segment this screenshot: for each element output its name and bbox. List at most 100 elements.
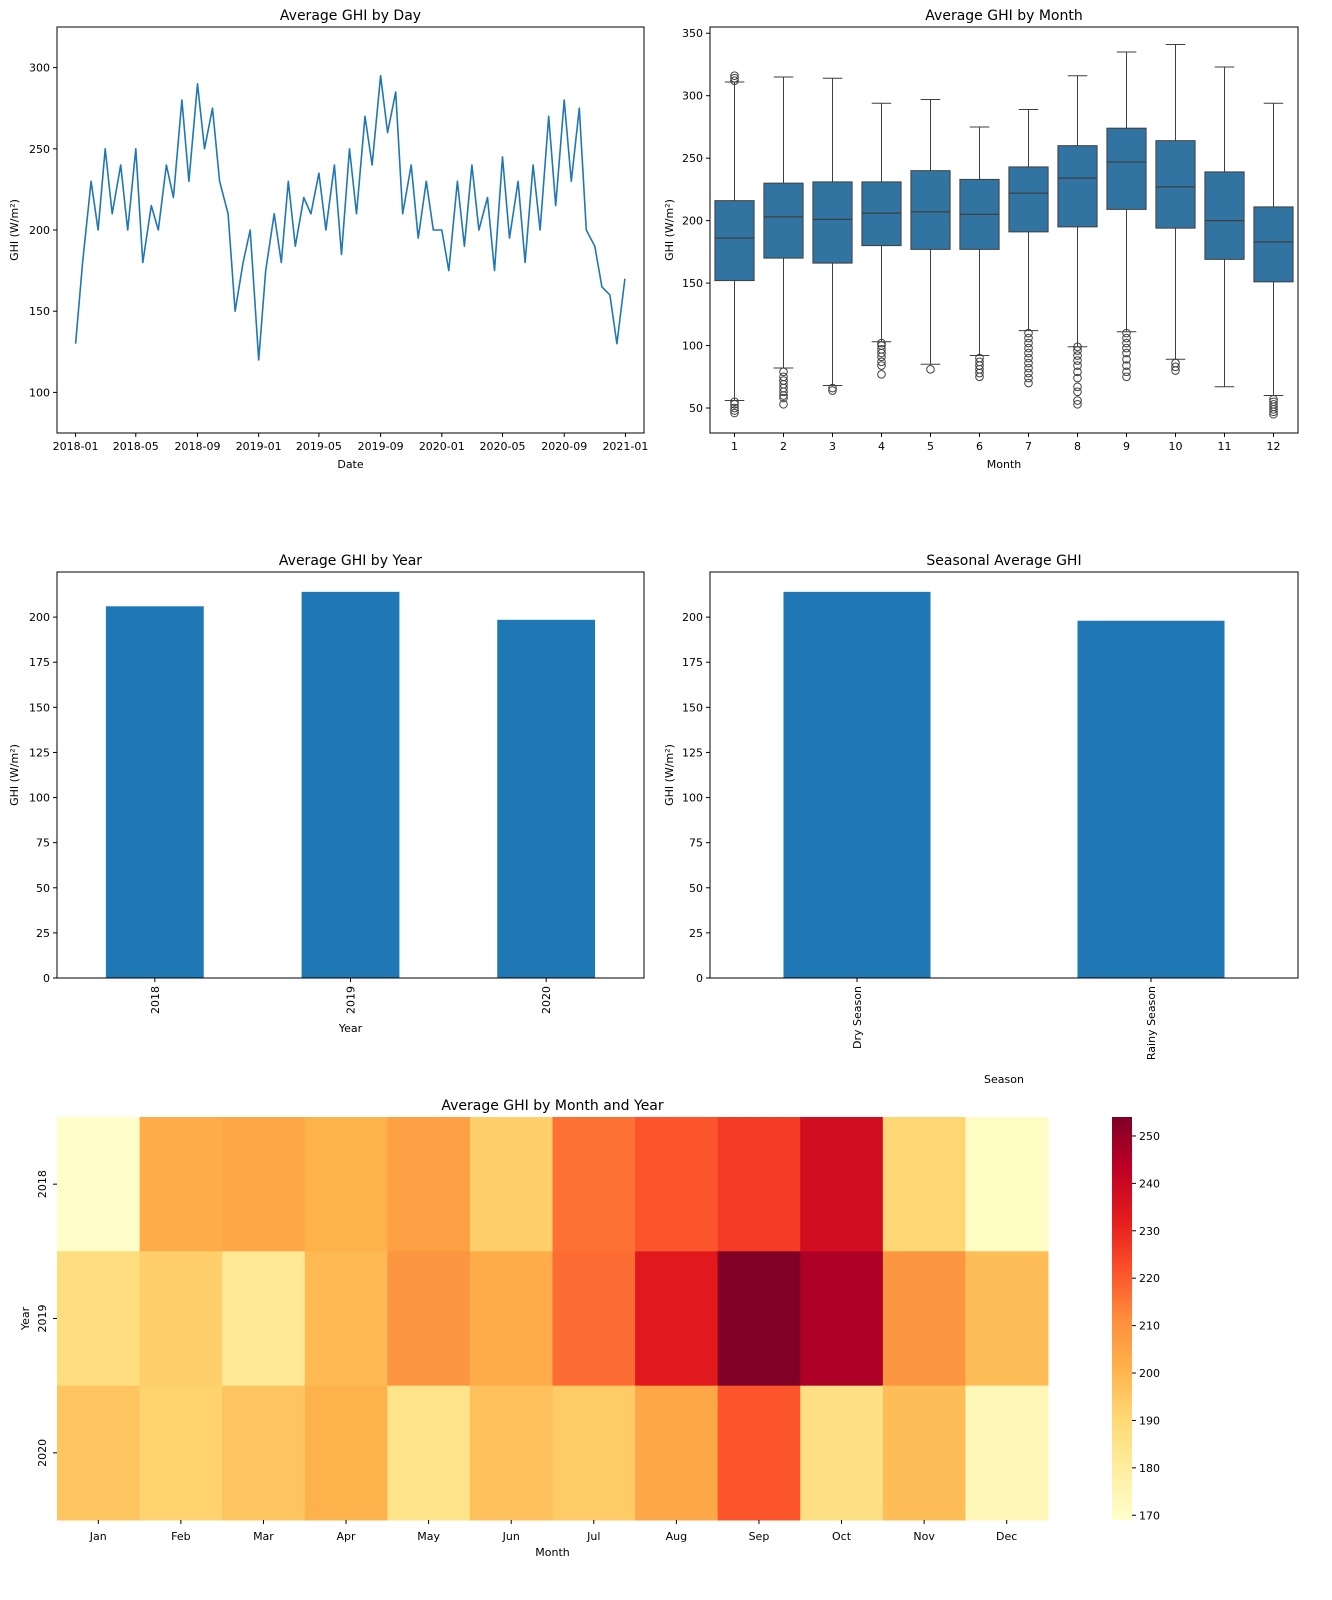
heatmap-cell bbox=[635, 1385, 719, 1521]
year-chart-x-tick-label: 2020 bbox=[540, 986, 553, 1014]
line-x-tick-label: 2019-09 bbox=[358, 440, 404, 453]
heatmap-x-tick-label: May bbox=[417, 1530, 440, 1543]
box-x-tick-label: 11 bbox=[1218, 440, 1232, 453]
year-chart-bar bbox=[301, 591, 400, 978]
year-chart-y-tick-label: 25 bbox=[36, 927, 50, 940]
ghi-daily-line bbox=[74, 74, 626, 361]
line-y-tick-label: 250 bbox=[29, 143, 50, 156]
colorbar-tick-label: 250 bbox=[1139, 1130, 1160, 1143]
box-iqr bbox=[1008, 166, 1049, 233]
season-chart-y-tick-label: 200 bbox=[682, 611, 703, 624]
box-x-tick-label: 7 bbox=[1025, 440, 1032, 453]
box-x-tick-label: 6 bbox=[976, 440, 983, 453]
box-outlier bbox=[1073, 382, 1082, 392]
heatmap-x-tick-label: Feb bbox=[171, 1530, 190, 1543]
year-chart-y-label: GHI (W/m²) bbox=[8, 744, 21, 806]
heatmap-y-tick-label: 2018 bbox=[36, 1170, 49, 1198]
colorbar-tick-label: 180 bbox=[1139, 1462, 1160, 1475]
heatmap-x-label: Month bbox=[535, 1546, 570, 1559]
box-outlier bbox=[1073, 387, 1082, 397]
box-outlier bbox=[1073, 356, 1082, 365]
box-x-tick-label: 1 bbox=[731, 440, 738, 453]
box-outlier bbox=[1024, 338, 1033, 348]
box-iqr bbox=[861, 181, 902, 247]
heatmap-cell bbox=[139, 1251, 223, 1387]
season-chart-x-tick-label: Dry Season bbox=[851, 986, 864, 1049]
line-y-tick-label: 150 bbox=[29, 305, 50, 318]
line-x-tick-label: 2019-01 bbox=[236, 440, 282, 453]
box-outlier bbox=[1024, 358, 1033, 368]
box-outlier bbox=[1024, 373, 1033, 383]
heatmap-cell bbox=[57, 1385, 141, 1521]
box-outlier bbox=[779, 376, 788, 385]
box-outlier bbox=[1122, 372, 1131, 382]
box-outlier bbox=[1269, 394, 1278, 404]
heatmap-x-tick-label: Aug bbox=[666, 1530, 687, 1543]
line-x-tick-label: 2018-05 bbox=[113, 440, 159, 453]
box-outlier bbox=[877, 341, 886, 350]
box-outlier bbox=[1073, 373, 1082, 383]
heatmap-cell bbox=[882, 1117, 966, 1252]
colorbar-tick-label: 170 bbox=[1139, 1509, 1160, 1522]
heatmap-cell bbox=[882, 1385, 966, 1521]
season-chart-bar bbox=[783, 591, 931, 978]
box-outlier bbox=[730, 397, 739, 407]
box-outlier bbox=[1073, 399, 1082, 409]
season-chart-frame bbox=[709, 571, 1299, 979]
year-chart-bar bbox=[497, 619, 596, 978]
box-outlier bbox=[1171, 358, 1180, 368]
season-chart-x-label: Season bbox=[984, 1073, 1024, 1086]
box-outlier bbox=[1122, 354, 1131, 364]
box-y-tick-label: 50 bbox=[689, 402, 703, 415]
box-iqr bbox=[1155, 140, 1196, 229]
year-chart-y-tick-label: 50 bbox=[36, 882, 50, 895]
heatmap-cell bbox=[469, 1385, 553, 1521]
box-outlier bbox=[1073, 361, 1082, 370]
heatmap-cell bbox=[800, 1251, 884, 1387]
year-chart-y-tick-label: 100 bbox=[29, 792, 50, 805]
season-chart-y-tick-label: 0 bbox=[696, 972, 703, 985]
box-outlier bbox=[779, 367, 788, 377]
heatmap-cell bbox=[965, 1385, 1049, 1521]
heatmap-cell bbox=[800, 1385, 884, 1521]
line-x-tick-label: 2018-09 bbox=[174, 440, 220, 453]
box-outlier bbox=[1269, 399, 1278, 409]
heatmap-cell bbox=[882, 1251, 966, 1387]
heatmap-cell bbox=[387, 1251, 471, 1387]
box-iqr bbox=[1057, 145, 1098, 228]
season-chart-y-label: GHI (W/m²) bbox=[663, 744, 676, 806]
box-outlier bbox=[730, 76, 739, 86]
box-outlier bbox=[1073, 342, 1082, 352]
season-chart-x-tick-label: Rainy Season bbox=[1145, 986, 1158, 1060]
line-x-label: Date bbox=[337, 458, 364, 471]
year-chart-y-tick-label: 125 bbox=[29, 746, 50, 759]
box-outlier bbox=[877, 345, 886, 354]
heatmap-cell bbox=[552, 1385, 636, 1521]
box-iqr bbox=[1204, 171, 1245, 260]
box-iqr bbox=[1106, 127, 1147, 210]
heatmap-cell bbox=[304, 1385, 388, 1521]
box-outlier bbox=[779, 372, 788, 382]
box-outlier bbox=[1024, 353, 1033, 363]
box-iqr bbox=[714, 200, 755, 282]
box-x-tick-label: 4 bbox=[878, 440, 885, 453]
box-outlier bbox=[877, 357, 886, 367]
year-chart-y-tick-label: 150 bbox=[29, 701, 50, 714]
box-outlier bbox=[1024, 343, 1033, 353]
line-y-tick-label: 200 bbox=[29, 224, 50, 237]
heatmap-cell bbox=[304, 1117, 388, 1252]
year-chart-x-label: Year bbox=[338, 1022, 363, 1035]
heatmap-y-tick-label: 2019 bbox=[36, 1305, 49, 1333]
heatmap-x-tick-label: Jan bbox=[89, 1530, 107, 1543]
heatmap-cell bbox=[717, 1251, 801, 1387]
line-y-tick-label: 300 bbox=[29, 62, 50, 75]
box-outlier bbox=[1024, 328, 1033, 338]
year-chart-y-tick-label: 200 bbox=[29, 611, 50, 624]
box-outlier bbox=[1122, 361, 1131, 370]
line-chart-title: Average GHI by Day bbox=[280, 8, 421, 24]
heatmap-cell bbox=[552, 1117, 636, 1252]
box-outlier bbox=[1122, 367, 1131, 377]
box-outlier bbox=[730, 71, 739, 81]
box-outlier bbox=[877, 361, 886, 370]
box-y-tick-label: 150 bbox=[682, 277, 703, 290]
